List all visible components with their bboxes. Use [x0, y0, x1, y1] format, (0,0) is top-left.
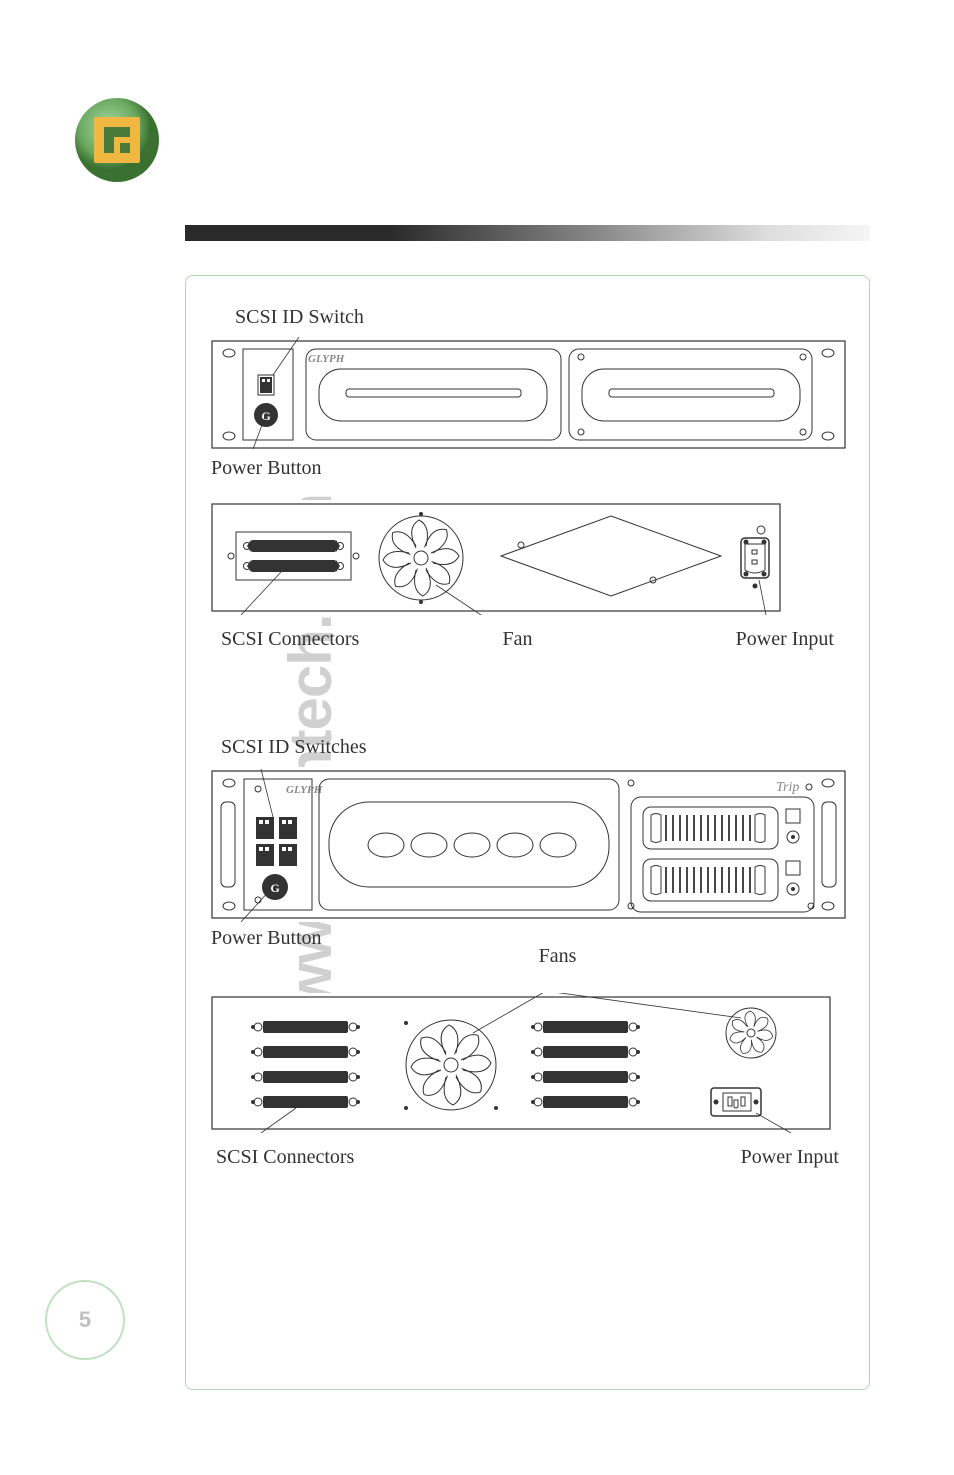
device2-back-diagram	[211, 993, 831, 1133]
brand-text: GLYPH	[308, 353, 345, 365]
device2-back-labels: SCSI Connectors Power Input	[211, 1146, 844, 1169]
scsi-connectors-label-2: SCSI Connectors	[216, 1146, 354, 1169]
svg-text:Trip: Trip	[776, 780, 799, 795]
device2-section: SCSI ID Switches GLYPH	[211, 736, 844, 1169]
device1-front-diagram: G GLYPH	[211, 337, 846, 452]
power-input-label: Power Input	[736, 628, 834, 651]
glyph-logo	[72, 95, 162, 185]
power-button-label: Power Button	[211, 457, 844, 480]
page-number: 5	[79, 1307, 91, 1333]
scsi-id-switches-label: SCSI ID Switches	[221, 736, 844, 759]
scsi-connectors-label: SCSI Connectors	[221, 628, 359, 651]
page-number-circle: 5	[45, 1280, 125, 1360]
device1-section: SCSI ID Switch G GLYPH	[211, 306, 844, 651]
device1-back-labels: SCSI Connectors Fan Power Input	[211, 628, 844, 651]
fan-label: Fan	[503, 628, 533, 651]
svg-text:GLYPH: GLYPH	[286, 784, 323, 796]
header-gradient-bar	[185, 225, 870, 241]
scsi-id-switch-label: SCSI ID Switch	[235, 306, 844, 329]
svg-text:G: G	[270, 881, 279, 895]
fans-label: Fans	[271, 945, 844, 968]
main-content: SCSI ID Switch G GLYPH	[185, 275, 870, 1390]
svg-text:G: G	[261, 409, 270, 423]
device2-front-diagram: GLYPH G Trip	[211, 767, 846, 922]
scsi-port-icon	[244, 540, 344, 552]
power-input-label-2: Power Input	[741, 1146, 839, 1169]
device1-back-diagram	[211, 500, 781, 615]
